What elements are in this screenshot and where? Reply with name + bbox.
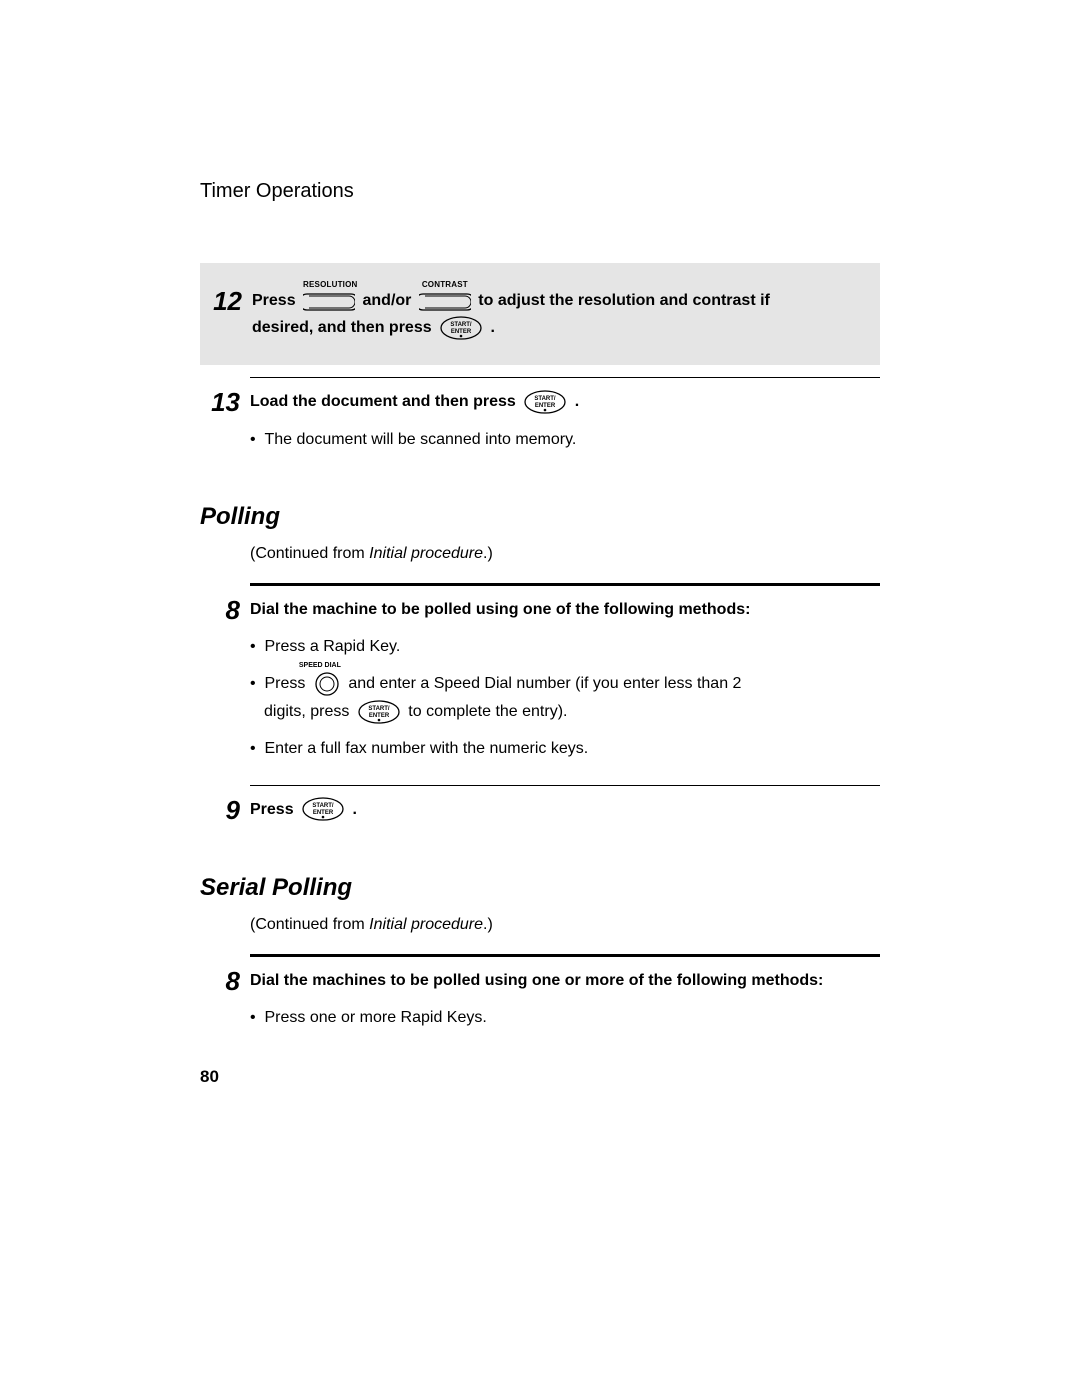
polling-step-9-press: Press [250, 801, 294, 818]
polling-continued: (Continued from Initial procedure.) [250, 545, 880, 563]
polling-step-8-body: Dial the machine to be polled using one … [250, 596, 866, 763]
step-13-body: Load the document and then press START/ … [250, 388, 866, 452]
step-13-text: Load the document and then press [250, 393, 516, 410]
step-12-line2a: desired, and then press [252, 319, 432, 336]
svg-text:START/: START/ [535, 396, 557, 402]
svg-text:ENTER: ENTER [451, 329, 472, 335]
step-12-press: Press [252, 292, 296, 309]
start-enter-button-icon: START/ ENTER [439, 316, 483, 340]
svg-text:START/: START/ [368, 706, 390, 712]
polling-step-8-b2: • Press SPEED DIAL and enter a Speed Dia… [250, 670, 866, 725]
polling-step-9-body: Press START/ ENTER . [250, 796, 866, 823]
serial-step-8-body: Dial the machines to be polled using one… [250, 967, 866, 1031]
step-12-number: 12 [204, 287, 252, 316]
step-12-andor: and/or [363, 292, 412, 309]
polling-step-8-title: Dial the machine to be polled using one … [250, 601, 750, 618]
svg-text:START/: START/ [312, 803, 334, 809]
polling-step-8-b3: • Enter a full fax number with the numer… [250, 735, 866, 762]
serial-step-8-number: 8 [202, 967, 250, 996]
polling-step-9-number: 9 [202, 796, 250, 825]
step-12: 12 Press RESOLUTION and/or CONTRAST [202, 277, 866, 351]
step-12-box: 12 Press RESOLUTION and/or CONTRAST [200, 263, 880, 365]
polling-step-9-period: . [353, 801, 357, 818]
start-enter-button-icon: START/ ENTER [357, 700, 401, 724]
step-12-tail: to adjust the resolution and contrast if [478, 292, 770, 309]
svg-text:ENTER: ENTER [535, 403, 556, 409]
speed-dial-button-icon: SPEED DIAL [313, 670, 341, 698]
step-13-number: 13 [202, 388, 250, 417]
svg-text:START/: START/ [450, 322, 472, 328]
polling-step-8-b1: • Press a Rapid Key. [250, 633, 866, 660]
svg-text:ENTER: ENTER [369, 713, 390, 719]
serial-polling-heading: Serial Polling [200, 874, 880, 902]
step-13-period: . [575, 393, 579, 410]
step-13: 13 Load the document and then press STAR… [200, 378, 880, 462]
serial-step-8-b1: • Press one or more Rapid Keys. [250, 1004, 866, 1031]
contrast-button-icon: CONTRAST [419, 290, 471, 312]
step-12-period: . [491, 319, 495, 336]
svg-text:ENTER: ENTER [313, 810, 334, 816]
start-enter-button-icon: START/ ENTER [523, 390, 567, 414]
page-header: Timer Operations [200, 180, 880, 203]
polling-step-9: 9 Press START/ ENTER . [200, 786, 880, 835]
start-enter-button-icon: START/ ENTER [301, 797, 345, 821]
serial-step-8: 8 Dial the machines to be polled using o… [200, 957, 880, 1041]
manual-page: Timer Operations 12 Press RESOLUTION and… [0, 0, 1080, 1397]
polling-heading: Polling [200, 503, 880, 531]
serial-step-8-title: Dial the machines to be polled using one… [250, 972, 823, 989]
polling-step-8: 8 Dial the machine to be polled using on… [200, 586, 880, 773]
polling-step-8-number: 8 [202, 596, 250, 625]
step-13-bullet: • The document will be scanned into memo… [250, 426, 866, 453]
serial-polling-continued: (Continued from Initial procedure.) [250, 916, 880, 934]
step-12-body: Press RESOLUTION and/or CONTRAST [252, 287, 852, 341]
page-number: 80 [200, 1067, 219, 1087]
resolution-button-icon: RESOLUTION [303, 290, 355, 312]
